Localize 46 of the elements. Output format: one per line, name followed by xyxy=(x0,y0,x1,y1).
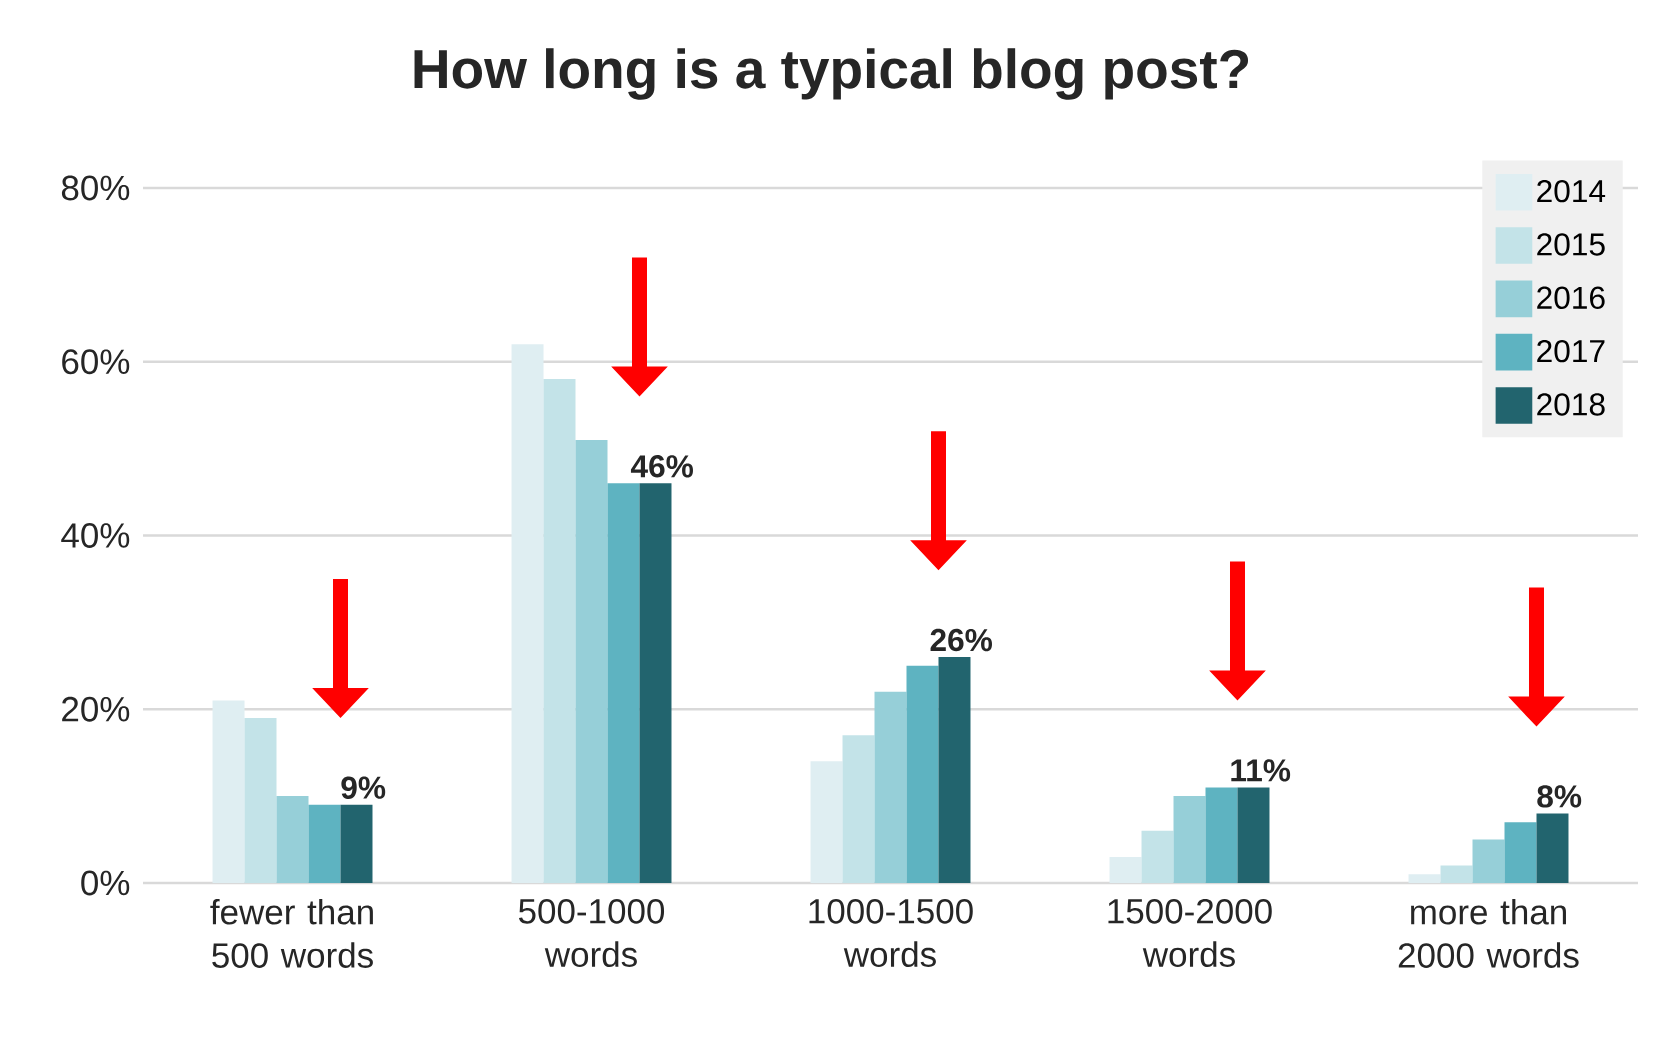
legend-label: 2018 xyxy=(1537,393,1605,416)
y-tick-label: 60% xyxy=(62,349,130,375)
legend-label: 2015 xyxy=(1537,233,1605,256)
bar xyxy=(511,344,544,883)
bar xyxy=(607,483,640,883)
data-label: 46% xyxy=(630,455,693,478)
data-label: 11% xyxy=(1231,759,1291,782)
y-tick-label: 0% xyxy=(81,870,130,896)
bar xyxy=(1173,796,1206,883)
x-tick-label: more than 2000 words xyxy=(1398,898,1579,968)
x-tick-label: 1500-2000 words xyxy=(1108,898,1272,967)
legend-label: 2016 xyxy=(1537,286,1605,309)
data-label: 8% xyxy=(1537,785,1582,808)
legend-label: 2014 xyxy=(1537,179,1606,203)
bar xyxy=(340,804,373,883)
bar xyxy=(906,665,939,883)
legend-label: 2017 xyxy=(1537,339,1605,363)
y-tick-label: 80% xyxy=(61,175,130,201)
bar xyxy=(276,796,309,883)
bar xyxy=(1408,874,1441,883)
bar xyxy=(1472,839,1505,883)
bar xyxy=(842,735,875,883)
bar xyxy=(810,761,843,883)
x-tick-label: fewer than 500 words xyxy=(210,898,373,968)
bar xyxy=(874,691,907,883)
bar xyxy=(575,439,608,883)
bar xyxy=(1141,830,1174,883)
bar xyxy=(1536,813,1569,883)
bar xyxy=(938,657,971,883)
bar xyxy=(1205,787,1238,883)
bar xyxy=(543,379,576,883)
bar xyxy=(639,483,672,883)
bar xyxy=(1504,822,1537,883)
y-tick-label: 20% xyxy=(62,696,130,722)
bar xyxy=(308,804,341,883)
x-tick-label: 1000-1500 words xyxy=(809,898,973,967)
bar xyxy=(212,700,245,883)
bar xyxy=(1237,787,1270,883)
chart-title: How long is a typical blog post? xyxy=(414,48,1249,100)
x-tick-label: 500-1000 words xyxy=(518,898,665,967)
y-tick-label: 40% xyxy=(61,523,130,548)
bar xyxy=(1440,865,1473,883)
data-label: 26% xyxy=(930,628,992,652)
data-label: 9% xyxy=(341,776,386,799)
bar xyxy=(244,717,277,883)
bar xyxy=(1109,856,1142,883)
